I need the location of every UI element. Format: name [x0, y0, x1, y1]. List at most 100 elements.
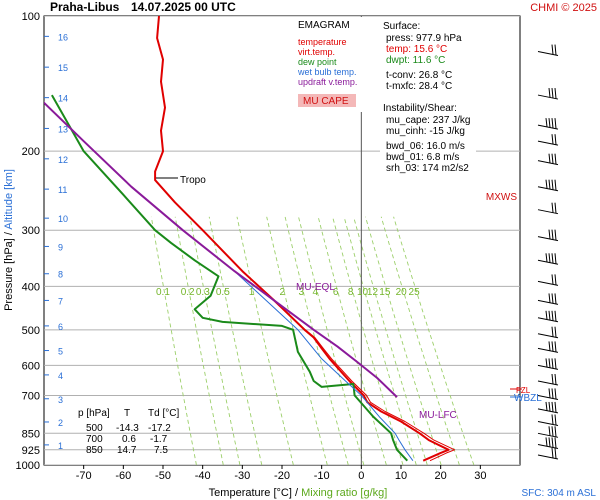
instability-box [380, 99, 476, 173]
sfc-label: SFC: 304 m ASL [522, 488, 597, 499]
mix-tick-1: 1 [249, 287, 255, 298]
t-conv: t-conv: 26.8 °C [386, 70, 452, 81]
mix-tick-0.1: 0.1 [156, 287, 170, 298]
p-tick-925: 925 [22, 445, 40, 457]
x-tick--70: -70 [76, 470, 92, 482]
surface-dwpt: dwpt: 11.6 °C [386, 55, 445, 66]
mu-cape-swatch [298, 94, 356, 107]
mix-tick-20: 20 [396, 287, 408, 298]
alt-tick-15: 15 [58, 63, 68, 73]
alt-tick-13: 13 [58, 124, 68, 134]
mixing-line-15 [365, 216, 442, 465]
alt-tick-2: 2 [58, 418, 63, 428]
legend-wet-bulb: wet bulb temp. [297, 67, 357, 77]
mix-tick-25: 25 [409, 287, 421, 298]
wind-barb [537, 44, 559, 57]
x-tick-30: 30 [474, 470, 486, 482]
mix-tick-4: 4 [313, 287, 319, 298]
table-row-700-td: -1.7 [150, 434, 168, 445]
series-virt-temp [154, 179, 456, 462]
mu-cape-value: mu_cape: 237 J/kg [386, 115, 471, 126]
legend-virt-temp: virt.temp. [298, 47, 335, 57]
x-tick-0: 0 [358, 470, 364, 482]
x-tick--10: -10 [314, 470, 330, 482]
surface-temp: temp: 15.6 °C [386, 44, 447, 55]
fzl-label: FZL [516, 386, 531, 395]
alt-tick-9: 9 [58, 242, 63, 252]
wind-barb [537, 341, 559, 353]
p-tick-500: 500 [22, 325, 40, 337]
x-tick-10: 10 [395, 470, 407, 482]
alt-tick-5: 5 [58, 347, 63, 357]
wind-barb [537, 414, 559, 426]
instability-title: Instability/Shear: [383, 103, 457, 114]
mu-cape-label: MU CAPE [303, 96, 349, 107]
tropo-label: Tropo [180, 175, 206, 186]
x-tick-20: 20 [435, 470, 447, 482]
mixing-line-4 [298, 216, 365, 465]
alt-tick-12: 12 [58, 155, 68, 165]
mix-tick-10: 10 [357, 287, 369, 298]
p-tick-300: 300 [22, 225, 40, 237]
x-tick--50: -50 [155, 470, 171, 482]
p-tick-850: 850 [22, 428, 40, 440]
wind-barb [537, 274, 559, 286]
alt-tick-10: 10 [58, 214, 68, 224]
alt-tick-1: 1 [58, 441, 63, 451]
mu-lfc-label: MU-LFC [419, 410, 457, 421]
copyright-label: CHMI © 2025 [530, 2, 597, 14]
wind-barb [537, 447, 559, 460]
mixing-line-6 [317, 216, 387, 465]
mix-tick-6: 6 [333, 287, 339, 298]
mix-tick-12: 12 [367, 287, 379, 298]
wind-barb [537, 437, 559, 449]
wind-barb [537, 253, 559, 265]
series-dew-point [51, 94, 409, 462]
table-row-700-t: 0.6 [122, 434, 136, 445]
mxws-label: MXWS [486, 192, 517, 203]
alt-tick-3: 3 [58, 395, 63, 405]
mixing-line-2 [266, 216, 328, 465]
legend-title: EMAGRAM [298, 20, 350, 31]
mixing-line-3 [284, 216, 349, 465]
wind-barb [537, 134, 559, 146]
y-axis-label: Pressure [hPa] / Altitude [km] [3, 169, 15, 311]
series-wet-bulb-temp [234, 270, 414, 461]
series-temperature [154, 16, 450, 462]
alt-tick-11: 11 [58, 185, 67, 195]
wind-barb [537, 202, 559, 215]
wind-barb [537, 293, 559, 305]
mix-tick-3: 3 [299, 287, 305, 298]
table-row-500-p: 500 [86, 423, 103, 434]
wind-barb [537, 426, 559, 438]
wind-barb [537, 358, 559, 370]
wind-barb [537, 388, 559, 400]
mix-tick-0.3: 0.3 [196, 287, 210, 298]
x-tick--40: -40 [195, 470, 211, 482]
x-tick--30: -30 [234, 470, 250, 482]
series-updraft-v-temp [44, 101, 398, 398]
p-tick-700: 700 [22, 390, 40, 402]
t-mxfc: t-mxfc: 28.4 °C [386, 81, 452, 92]
level-table: p [hPa] T Td [°C] 500 -14.3 -17.2 700 0.… [78, 408, 179, 456]
wind-barb [537, 179, 559, 192]
mixing-line-25 [393, 216, 475, 465]
wind-barbs-panel [537, 44, 559, 460]
mix-tick-0.2: 0.2 [181, 287, 195, 298]
wind-barb [537, 310, 559, 323]
alt-tick-7: 7 [58, 296, 63, 306]
p-tick-600: 600 [22, 360, 40, 372]
mix-tick-8: 8 [348, 287, 354, 298]
series-layer [44, 16, 456, 462]
bwd-06-value: bwd_06: 16.0 m/s [386, 141, 465, 152]
wind-barb [537, 326, 559, 339]
table-row-500-t: -14.3 [116, 423, 139, 434]
mixing-line-1 [236, 216, 294, 465]
mixing-line-0.2 [174, 216, 224, 465]
mix-tick-0.5: 0.5 [216, 287, 230, 298]
x-tick--60: -60 [115, 470, 131, 482]
x-tick--20: -20 [274, 470, 290, 482]
mixing-line-0.5 [208, 216, 263, 465]
